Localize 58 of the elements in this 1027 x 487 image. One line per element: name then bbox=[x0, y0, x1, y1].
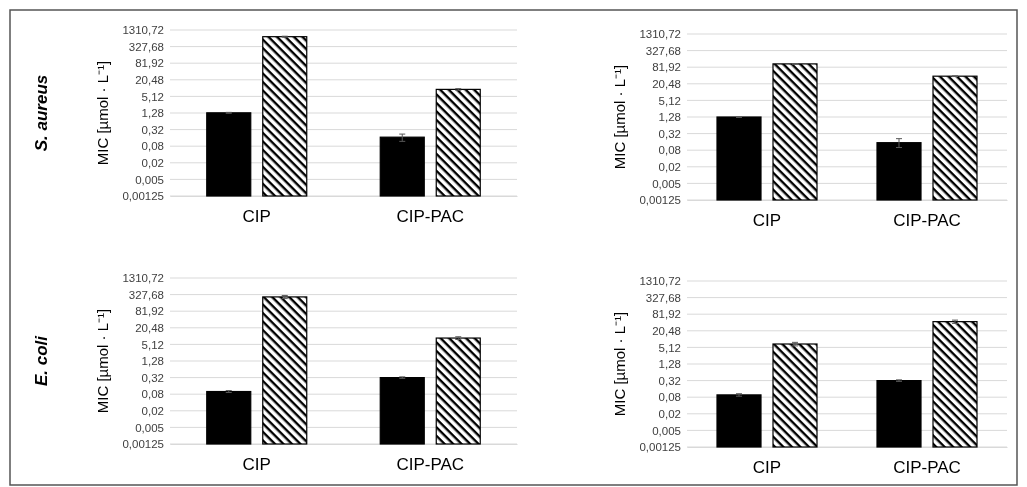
text: S. aureus bbox=[32, 74, 51, 152]
y-tick-label: 0,00125 bbox=[639, 194, 681, 207]
y-tick-label: 20,48 bbox=[652, 77, 681, 90]
y-tick-label: 327,68 bbox=[645, 291, 681, 304]
y-tick-label: 5,12 bbox=[658, 341, 681, 354]
y-tick-label: 0,005 bbox=[652, 177, 681, 190]
y-tick-label: 1310,72 bbox=[639, 275, 681, 288]
y-tick-label: 5,12 bbox=[658, 94, 681, 107]
x-tick-label: CIP-PAC bbox=[396, 455, 465, 475]
y-tick-label: 0,02 bbox=[141, 404, 164, 417]
y-tick-label: 1310,72 bbox=[639, 28, 681, 41]
y-tick-label: 0,02 bbox=[141, 156, 164, 169]
y-tick-label: 327,68 bbox=[128, 288, 164, 301]
y-tick-label: 327,68 bbox=[128, 40, 164, 53]
x-tick-label: CIP bbox=[242, 207, 271, 227]
y-tick-label: 81,92 bbox=[135, 57, 164, 70]
y-tick-label: 0,08 bbox=[141, 388, 164, 401]
y-tick-label: 1310,72 bbox=[122, 272, 164, 285]
y-tick-label: 5,12 bbox=[141, 338, 164, 351]
x-tick-label: CIP bbox=[752, 211, 782, 231]
y-axis-title: MIC [µmol · L⁻¹] bbox=[94, 60, 111, 166]
y-tick-label: 20,48 bbox=[135, 321, 164, 334]
x-tick-label: CIP-PAC bbox=[893, 458, 961, 478]
y-tick-label: 1310,72 bbox=[122, 24, 164, 37]
y-tick-label: 0,005 bbox=[135, 173, 164, 186]
x-tick-label: CIP bbox=[752, 458, 782, 478]
y-tick-label: 0,32 bbox=[141, 123, 164, 136]
y-tick-label: 0,00125 bbox=[122, 438, 164, 451]
y-tick-label: 0,32 bbox=[141, 371, 164, 384]
x-tick-label: CIP bbox=[242, 455, 271, 475]
y-tick-label: 1,28 bbox=[141, 107, 164, 120]
y-tick-label: 0,00125 bbox=[122, 190, 164, 203]
y-tick-label: 0,00125 bbox=[639, 441, 681, 454]
y-tick-label: 1,28 bbox=[658, 111, 681, 124]
y-tick-label: 327,68 bbox=[645, 44, 681, 57]
y-tick-label: 0,08 bbox=[658, 144, 681, 157]
text: E. coli bbox=[32, 334, 51, 387]
y-tick-label: 0,005 bbox=[652, 424, 681, 437]
y-tick-label: 0,32 bbox=[658, 127, 681, 140]
y-tick-label: 81,92 bbox=[135, 305, 164, 318]
y-tick-label: 1,28 bbox=[141, 355, 164, 368]
y-tick-label: 0,02 bbox=[658, 160, 681, 173]
y-tick-label: 0,08 bbox=[141, 140, 164, 153]
y-tick-label: 81,92 bbox=[652, 61, 681, 74]
y-tick-label: 81,92 bbox=[652, 308, 681, 321]
y-tick-label: 0,02 bbox=[658, 407, 681, 420]
y-tick-label: 1,28 bbox=[658, 358, 681, 371]
y-tick-label: 20,48 bbox=[135, 73, 164, 86]
y-tick-label: 20,48 bbox=[652, 324, 681, 337]
y-axis-title: MIC [µmol · L⁻¹] bbox=[94, 308, 111, 414]
y-axis-title: MIC [µmol · L⁻¹] bbox=[611, 311, 628, 417]
y-tick-label: 0,32 bbox=[658, 374, 681, 387]
y-axis-title: MIC [µmol · L⁻¹] bbox=[611, 64, 628, 170]
y-tick-label: 0,08 bbox=[658, 391, 681, 404]
y-tick-label: 0,005 bbox=[135, 421, 164, 434]
x-tick-label: CIP-PAC bbox=[396, 207, 465, 227]
y-tick-label: 5,12 bbox=[141, 90, 164, 103]
x-tick-label: CIP-PAC bbox=[893, 211, 961, 231]
